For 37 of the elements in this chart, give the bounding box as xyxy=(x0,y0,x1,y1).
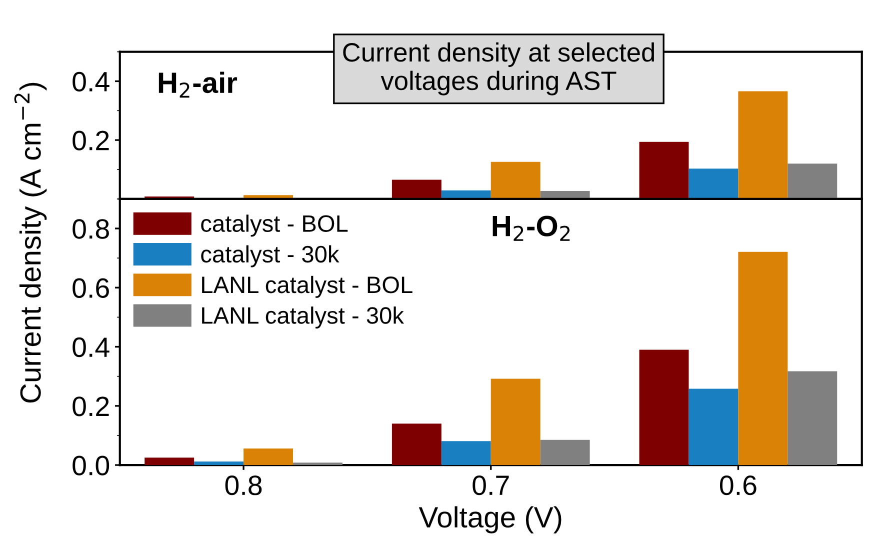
bar xyxy=(293,462,342,466)
x-tick-label: 0.7 xyxy=(472,476,509,496)
bar xyxy=(540,440,590,466)
bar xyxy=(244,448,294,466)
bar xyxy=(392,424,442,466)
y-tick-label: 0.2 xyxy=(72,130,109,150)
y-tick-label: 0.8 xyxy=(72,219,109,239)
legend-label: catalyst - 30k xyxy=(201,245,340,268)
legend-label: LANL catalyst - BOL xyxy=(202,276,412,298)
bar xyxy=(688,168,738,199)
annotation: H$_{2}$-air xyxy=(158,72,238,98)
bar xyxy=(490,162,540,199)
bar xyxy=(688,388,738,466)
x-axis-title: Voltage (V) xyxy=(418,506,562,534)
y-tick-label: 0.2 xyxy=(72,396,109,416)
x-tick-label: 0.8 xyxy=(225,476,262,496)
x-tick-label: 0.6 xyxy=(720,476,756,496)
y-tick-label: 0.6 xyxy=(72,278,109,298)
bar xyxy=(194,461,244,466)
y-tick-label: 0.4 xyxy=(72,337,110,358)
bar xyxy=(788,371,838,466)
legend-label: catalyst - BOL xyxy=(201,214,348,237)
y-axis-title: Current density (A cm$^{−2}$) xyxy=(14,82,47,403)
bar xyxy=(144,458,194,466)
y-tick-label: 0.4 xyxy=(72,72,110,92)
bar xyxy=(441,441,491,466)
annotation: H$_{2}$-O$_{2}$ xyxy=(492,216,570,241)
legend-label: LANL catalyst - 30k xyxy=(202,306,404,329)
chart-title: Current density at selected voltages during AST xyxy=(343,42,654,96)
bar xyxy=(738,91,788,199)
bar xyxy=(490,378,540,466)
bar xyxy=(392,180,442,199)
bar xyxy=(639,142,689,199)
bar xyxy=(639,350,689,466)
y-tick-label: 0.0 xyxy=(72,456,110,476)
bar xyxy=(788,164,838,199)
bar xyxy=(738,252,788,466)
